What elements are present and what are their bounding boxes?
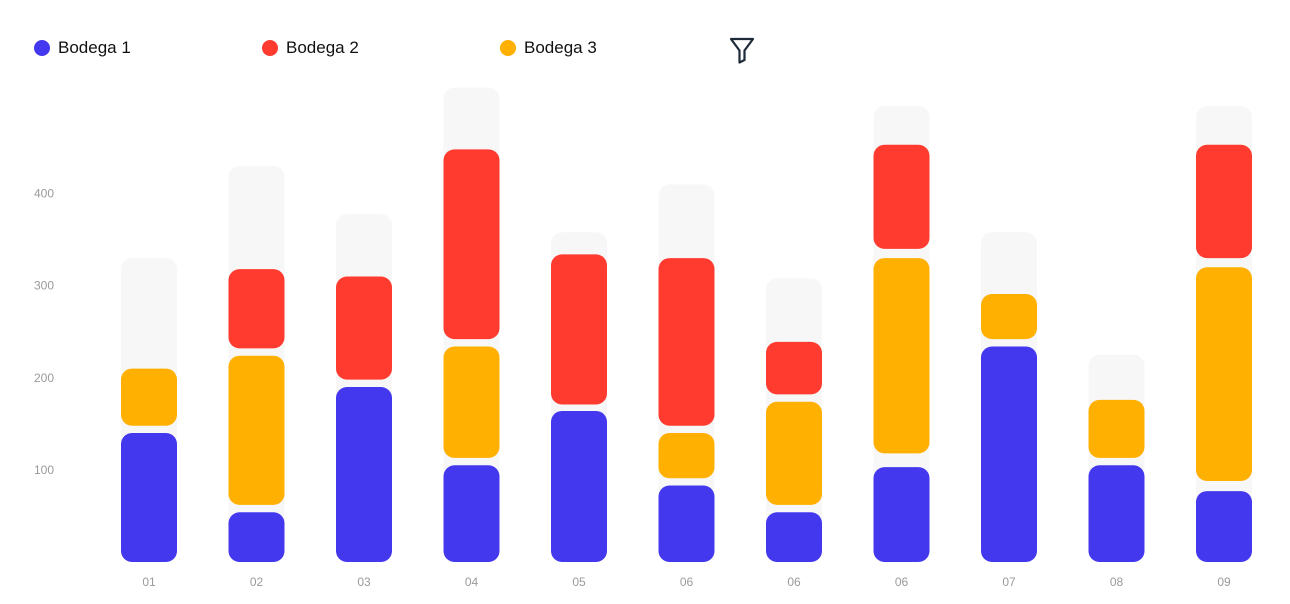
x-tick-label: 03	[357, 575, 371, 589]
bar-segment-bodega-2[interactable]	[873, 144, 930, 249]
bar-segment-bodega-1[interactable]	[981, 346, 1037, 562]
filter-button[interactable]	[724, 32, 760, 68]
legend-label-bodega-3: Bodega 3	[524, 38, 597, 57]
y-tick-label: 300	[34, 279, 54, 293]
bar-segment-bodega-2[interactable]	[658, 258, 715, 426]
bar-segment-bodega-2[interactable]	[1196, 144, 1252, 259]
legend-swatch-bodega-3	[500, 40, 516, 56]
x-tick-label: 06	[680, 575, 694, 589]
bar-segment-bodega-3[interactable]	[443, 346, 500, 458]
bar-segment-bodega-3[interactable]	[1088, 399, 1145, 458]
bar-segment-bodega-1[interactable]	[1088, 465, 1145, 562]
bar-segment-bodega-1[interactable]	[121, 433, 177, 562]
y-tick-label: 100	[34, 463, 54, 477]
bar-segment-bodega-2[interactable]	[443, 149, 500, 340]
bar-segment-bodega-1[interactable]	[228, 512, 285, 562]
bar-segment-bodega-1[interactable]	[551, 410, 607, 562]
x-tick-label: 06	[787, 575, 801, 589]
bar-segment-bodega-2[interactable]	[766, 341, 822, 395]
legend-swatch-bodega-1	[34, 40, 50, 56]
x-tick-label: 02	[250, 575, 264, 589]
y-tick-label: 200	[34, 371, 54, 385]
bar-segment-bodega-3[interactable]	[658, 433, 715, 479]
bar-segment-bodega-3[interactable]	[873, 258, 930, 454]
bar-segment-bodega-1[interactable]	[658, 485, 715, 562]
legend-item-bodega-1[interactable]: Bodega 1	[34, 36, 131, 60]
x-tick-label: 01	[142, 575, 156, 589]
bar-segment-bodega-1[interactable]	[1196, 491, 1252, 562]
bar-segment-bodega-1[interactable]	[873, 467, 930, 562]
x-tick-label: 06	[895, 575, 909, 589]
bar-segment-bodega-1[interactable]	[443, 465, 500, 562]
legend-item-bodega-3[interactable]: Bodega 3	[500, 36, 597, 60]
bar-segment-bodega-2[interactable]	[228, 269, 285, 349]
x-tick-label: 07	[1002, 575, 1016, 589]
legend-item-bodega-2[interactable]: Bodega 2	[262, 36, 359, 60]
bar-segment-bodega-2[interactable]	[336, 276, 392, 380]
x-tick-label: 05	[572, 575, 586, 589]
x-tick-label: 08	[1110, 575, 1124, 589]
bar-segment-bodega-3[interactable]	[121, 368, 177, 426]
bar-segment-bodega-3[interactable]	[766, 401, 822, 505]
x-tick-label: 04	[465, 575, 479, 589]
bar-segment-bodega-1[interactable]	[336, 387, 392, 562]
bar-segment-bodega-1[interactable]	[766, 512, 822, 562]
legend-label-bodega-2: Bodega 2	[286, 38, 359, 57]
bar-segment-bodega-3[interactable]	[981, 293, 1037, 340]
bar-segment-bodega-3[interactable]	[1196, 267, 1252, 481]
bar-segment-bodega-3[interactable]	[228, 355, 285, 505]
y-tick-label: 400	[34, 187, 54, 201]
legend-swatch-bodega-2	[262, 40, 278, 56]
legend-label-bodega-1: Bodega 1	[58, 38, 131, 57]
bar-segment-bodega-2[interactable]	[551, 254, 607, 405]
filter-funnel-icon	[729, 37, 755, 64]
x-tick-label: 09	[1217, 575, 1231, 589]
